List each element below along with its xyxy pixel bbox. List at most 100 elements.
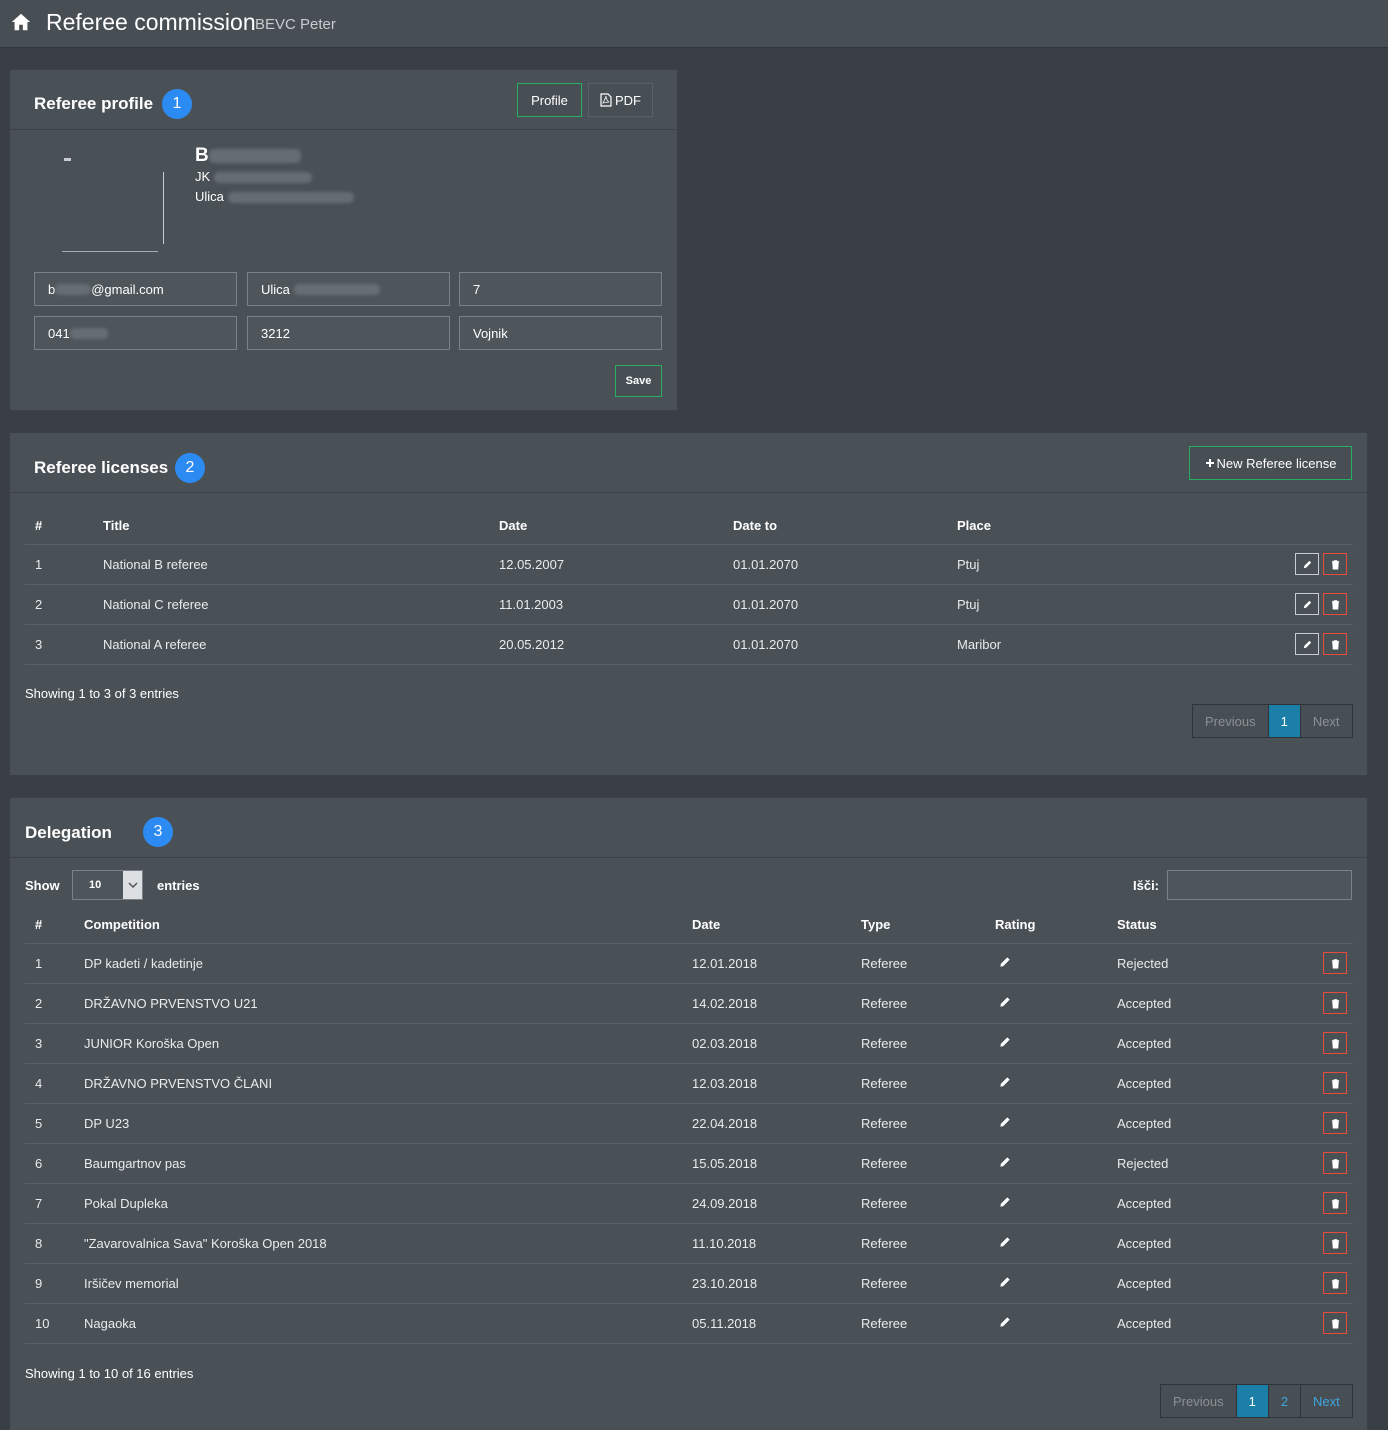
panel-title: Referee profile [34, 94, 154, 113]
licenses-table: # Title Date Date to Place 1 National B … [25, 508, 1353, 665]
panel-title: Referee licenses [34, 458, 169, 477]
top-bar: Referee commission BEVC Peter [0, 0, 1388, 48]
page-title: Referee commission [46, 9, 256, 35]
table-row: 2 National C referee 11.01.2003 01.01.20… [25, 584, 1353, 625]
house-number-field[interactable]: 7 [459, 272, 662, 306]
column-header[interactable]: # [25, 907, 74, 944]
column-header[interactable]: Competition [74, 907, 682, 944]
pdf-file-icon [600, 93, 612, 107]
edit-button[interactable] [1295, 553, 1319, 575]
trash-icon [1331, 998, 1339, 1009]
delete-button[interactable] [1323, 952, 1347, 974]
trash-icon [1331, 1078, 1339, 1089]
entries-per-page-select[interactable]: 10 [72, 870, 143, 900]
plus-icon [1205, 459, 1214, 467]
phone-field[interactable]: 041 [34, 316, 237, 350]
profile-button[interactable]: Profile [517, 83, 582, 117]
rating-pencil-icon[interactable] [998, 995, 1012, 1009]
step-badge: 2 [175, 453, 205, 483]
table-row: 8 "Zavarovalnica Sava" Koroška Open 2018 1… [25, 1223, 1353, 1264]
trash-icon [1331, 1158, 1339, 1169]
rating-pencil-icon[interactable] [998, 1195, 1012, 1209]
page-subtitle: BEVC Peter [255, 16, 336, 33]
trash-icon [1331, 1118, 1339, 1129]
pdf-button-label: PDF [615, 92, 641, 108]
next-page-button[interactable]: Next [1300, 1385, 1352, 1417]
column-header[interactable]: Title [93, 508, 489, 545]
table-header-row: # Title Date Date to Place [25, 508, 1353, 545]
page-1-button[interactable]: 1 [1235, 1385, 1268, 1417]
table-row: 5 DP U23 22.04.2018 Referee Accepted [25, 1103, 1353, 1144]
delete-button[interactable] [1323, 1072, 1347, 1094]
table-row: 10 Nagaoka 05.11.2018 Referee Accepted [25, 1303, 1353, 1344]
trash-icon [1331, 639, 1339, 650]
delete-button[interactable] [1323, 1272, 1347, 1294]
table-row: 9 Iršičev memorial 23.10.2018 Referee Accept… [25, 1263, 1353, 1304]
table-info: Showing 1 to 3 of 3 entries [25, 686, 179, 701]
pencil-icon [1303, 640, 1311, 648]
delete-button[interactable] [1323, 593, 1347, 615]
delete-button[interactable] [1323, 1232, 1347, 1254]
delete-button[interactable] [1323, 1112, 1347, 1134]
home-icon[interactable] [10, 11, 32, 33]
licenses-pagination: Previous 1 Next [1192, 704, 1353, 738]
trash-icon [1331, 1198, 1339, 1209]
step-badge: 1 [162, 89, 192, 119]
delete-button[interactable] [1323, 992, 1347, 1014]
delegation-panel: Delegation 3 Show 10 entries Išči: # Com… [9, 797, 1368, 1430]
referee-photo [52, 148, 164, 252]
city-field[interactable]: Vojnik [459, 316, 662, 350]
show-label: Show [25, 878, 60, 893]
referee-name: B [195, 145, 301, 167]
delete-button[interactable] [1323, 1312, 1347, 1334]
search-label: Išči: [1133, 878, 1160, 893]
rating-pencil-icon[interactable] [998, 1115, 1012, 1129]
edit-button[interactable] [1295, 593, 1319, 615]
table-row: 6 Baumgartnov pas 15.05.2018 Referee Rejecte… [25, 1143, 1353, 1184]
search-input[interactable] [1167, 870, 1352, 900]
trash-icon [1331, 1238, 1339, 1249]
referee-licenses-panel: Referee licenses 2 New Referee license #… [9, 432, 1368, 776]
delete-button[interactable] [1323, 633, 1347, 655]
column-header[interactable]: Status [1107, 907, 1287, 944]
delete-button[interactable] [1323, 1152, 1347, 1174]
delegation-pagination: Previous 1 2 Next [1160, 1384, 1353, 1418]
column-header[interactable]: Date [489, 508, 723, 545]
save-button[interactable]: Save [615, 365, 662, 397]
pdf-button[interactable]: PDF [588, 83, 653, 117]
rating-pencil-icon[interactable] [998, 1155, 1012, 1169]
chevron-down-icon [123, 871, 142, 899]
column-header[interactable]: # [25, 508, 93, 545]
table-row: 7 Pokal Dupleka 24.09.2018 Referee Accepted [25, 1183, 1353, 1224]
rating-pencil-icon[interactable] [998, 1075, 1012, 1089]
delete-button[interactable] [1323, 1192, 1347, 1214]
column-header[interactable]: Rating [985, 907, 1107, 944]
previous-page-button[interactable]: Previous [1161, 1385, 1236, 1417]
rating-pencil-icon[interactable] [998, 1275, 1012, 1289]
actions-header [1247, 508, 1353, 545]
postal-code-field[interactable]: 3212 [247, 316, 450, 350]
email-field[interactable]: b @gmail.com [34, 272, 237, 306]
rating-pencil-icon[interactable] [998, 955, 1012, 969]
edit-button[interactable] [1295, 633, 1319, 655]
column-header[interactable]: Date to [723, 508, 947, 545]
delete-button[interactable] [1323, 553, 1347, 575]
panel-header: Referee profile 1 Profile PDF [10, 70, 677, 130]
street-field[interactable]: Ulica [247, 272, 450, 306]
column-header[interactable]: Date [682, 907, 851, 944]
new-referee-license-button[interactable]: New Referee license [1189, 446, 1352, 480]
step-badge: 3 [143, 817, 173, 847]
page-1-button[interactable]: 1 [1267, 705, 1300, 737]
rating-pencil-icon[interactable] [998, 1035, 1012, 1049]
rating-pencil-icon[interactable] [998, 1235, 1012, 1249]
table-row: 1 DP kadeti / kadetinje 12.01.2018 Referee R… [25, 943, 1353, 984]
delete-button[interactable] [1323, 1032, 1347, 1054]
rating-pencil-icon[interactable] [998, 1315, 1012, 1329]
column-header[interactable]: Place [947, 508, 1247, 545]
column-header[interactable]: Type [851, 907, 985, 944]
trash-icon [1331, 1318, 1339, 1329]
next-page-button[interactable]: Next [1299, 705, 1352, 737]
previous-page-button[interactable]: Previous [1193, 705, 1268, 737]
table-header-row: # Competition Date Type Rating Status [25, 907, 1353, 944]
page-2-button[interactable]: 2 [1267, 1385, 1301, 1417]
